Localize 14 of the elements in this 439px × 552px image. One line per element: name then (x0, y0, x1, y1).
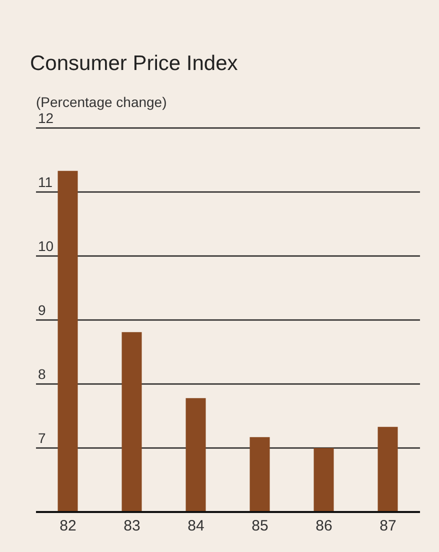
y-tick-label: 9 (38, 302, 46, 318)
x-tick-label: 85 (252, 518, 268, 535)
x-tick-label: 83 (124, 518, 140, 535)
chart-title: Consumer Price Index (30, 52, 238, 76)
y-axis-title: (Percentage change) (36, 94, 167, 110)
x-tick-label: 84 (188, 518, 204, 535)
x-tick-label: 86 (316, 518, 332, 535)
y-tick-label: 10 (38, 238, 54, 254)
y-tick-label: 7 (38, 430, 46, 446)
x-tick-label: 87 (380, 518, 396, 535)
y-tick-label: 12 (38, 110, 54, 126)
y-tick-label: 11 (38, 174, 53, 190)
x-tick-label: 82 (60, 518, 76, 535)
y-tick-label: 8 (38, 366, 46, 382)
